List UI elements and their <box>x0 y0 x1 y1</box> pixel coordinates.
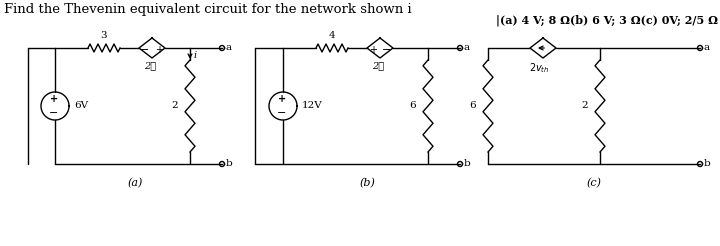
Text: a: a <box>226 43 232 51</box>
Text: b: b <box>464 158 471 168</box>
Text: b: b <box>704 158 711 168</box>
Text: (c): (c) <box>587 178 601 188</box>
Text: 6: 6 <box>410 102 416 110</box>
Text: +: + <box>278 94 286 104</box>
Text: −: − <box>140 45 150 55</box>
Polygon shape <box>457 162 462 167</box>
Text: a: a <box>464 43 470 51</box>
Text: 2ℓ: 2ℓ <box>372 61 384 70</box>
Text: i: i <box>193 51 196 61</box>
Text: 2: 2 <box>581 102 588 110</box>
Text: −: − <box>382 45 392 55</box>
Text: Find the Thevenin equivalent circuit for the network shown i: Find the Thevenin equivalent circuit for… <box>4 3 412 16</box>
Text: a: a <box>704 43 710 51</box>
Polygon shape <box>698 46 703 50</box>
Text: −: − <box>277 108 287 118</box>
Text: −: − <box>49 108 59 118</box>
Text: 2: 2 <box>171 102 178 110</box>
Polygon shape <box>220 46 225 50</box>
Text: +: + <box>369 45 377 55</box>
Text: |(a) 4 V; 8 Ω(b) 6 V; 3 Ω(c) 0V; 2/5 Ω: |(a) 4 V; 8 Ω(b) 6 V; 3 Ω(c) 0V; 2/5 Ω <box>496 14 718 26</box>
Text: 6: 6 <box>469 102 476 110</box>
Text: 2ℓ: 2ℓ <box>144 61 156 70</box>
Text: 4: 4 <box>329 31 336 40</box>
Text: +: + <box>155 45 163 55</box>
Polygon shape <box>457 46 462 50</box>
Text: 12V: 12V <box>302 102 323 110</box>
Text: $2v_{th}$: $2v_{th}$ <box>528 61 549 75</box>
Text: (b): (b) <box>359 178 375 188</box>
Text: 6V: 6V <box>74 102 88 110</box>
Text: (a): (a) <box>127 178 143 188</box>
Text: 3: 3 <box>101 31 107 40</box>
Polygon shape <box>698 162 703 167</box>
Polygon shape <box>220 162 225 167</box>
Text: b: b <box>226 158 233 168</box>
Text: +: + <box>50 94 58 104</box>
